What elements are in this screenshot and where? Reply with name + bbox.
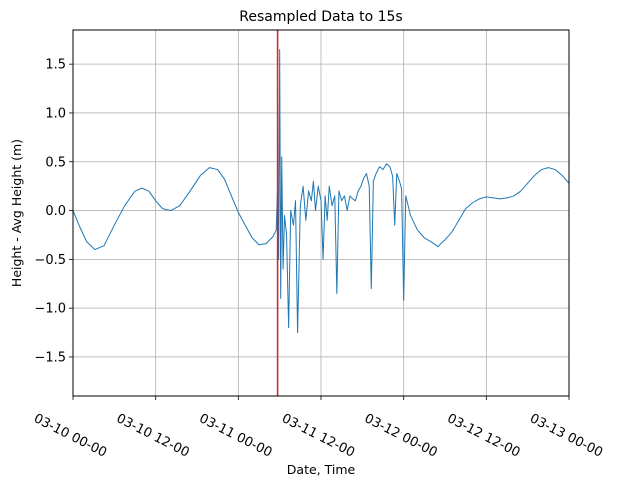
x-axis-label: Date, Time <box>287 462 356 477</box>
y-tick-label: −1.5 <box>34 350 66 365</box>
y-tick-label: −0.5 <box>34 253 66 268</box>
y-axis-label: Height - Avg Height (m) <box>9 139 24 287</box>
series-line <box>72 49 570 334</box>
grid <box>72 30 570 396</box>
y-tick-label: 1.0 <box>45 106 66 121</box>
y-tick-label: 0.0 <box>45 204 66 219</box>
y-axis: 1.5 1.0 0.5 0.0 −0.5 −1.0 −1.5 <box>34 58 73 365</box>
y-tick-label: −1.0 <box>34 302 66 317</box>
y-tick-label: 0.5 <box>45 155 66 170</box>
chart-title: Resampled Data to 15s <box>239 9 402 25</box>
y-tick-label: 1.5 <box>45 58 66 73</box>
series-layer <box>72 49 570 334</box>
